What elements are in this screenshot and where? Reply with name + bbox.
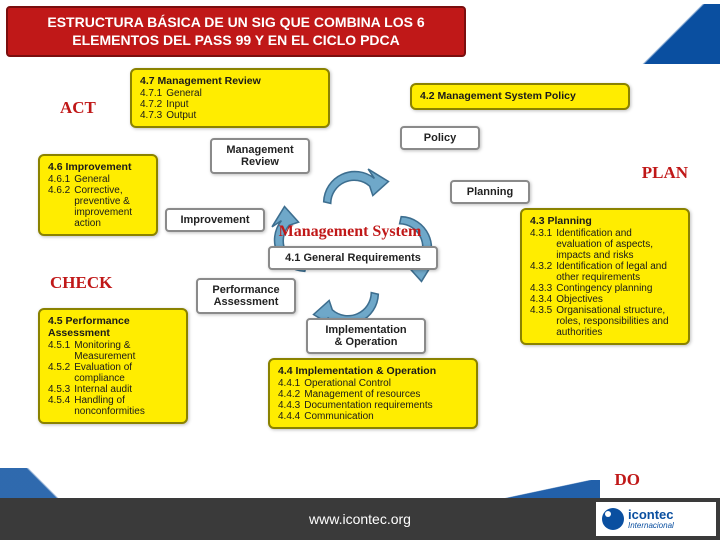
box-4-5: 4.5 Performance Assessment4.5.1Monitorin…: [38, 308, 188, 424]
pdca-check-label: CHECK: [50, 273, 112, 293]
wbox-planning: Planning: [450, 180, 530, 204]
page-title: ESTRUCTURA BÁSICA DE UN SIG QUE COMBINA …: [6, 6, 466, 57]
pdca-plan-label: PLAN: [642, 163, 688, 183]
decor-wedge-top: [630, 4, 720, 64]
logo-icon: [602, 508, 624, 530]
wbox-mgmt-review: ManagementReview: [210, 138, 310, 174]
box-4-4: 4.4 Implementation & Operation4.4.1Opera…: [268, 358, 478, 429]
box-4-2: 4.2 Management System Policy: [410, 83, 630, 110]
wbox-improvement: Improvement: [165, 208, 265, 232]
pdca-act-label: ACT: [60, 98, 96, 118]
logo-icontec: icontec Internacional: [596, 502, 716, 536]
wbox-perf-assess: PerformanceAssessment: [196, 278, 296, 314]
box-4-7: 4.7 Management Review4.7.1General4.7.2In…: [130, 68, 330, 128]
logo-text: icontec: [628, 508, 674, 521]
box-4-3: 4.3 Planning4.3.1Identification and eval…: [520, 208, 690, 345]
logo-subtext: Internacional: [628, 521, 674, 530]
footer-url: www.icontec.org: [309, 511, 411, 527]
pdca-do-label: DO: [615, 470, 641, 490]
box-4-6: 4.6 Improvement4.6.1General4.6.2Correcti…: [38, 154, 158, 236]
wbox-impl-op: Implementation& Operation: [306, 318, 426, 354]
center-title: Management System: [250, 223, 450, 241]
wbox-policy: Policy: [400, 126, 480, 150]
diagram-canvas: ACT PLAN CHECK DO Management System 4.7 …: [10, 68, 710, 492]
wbox-gen-req: 4.1 General Requirements: [268, 246, 438, 270]
